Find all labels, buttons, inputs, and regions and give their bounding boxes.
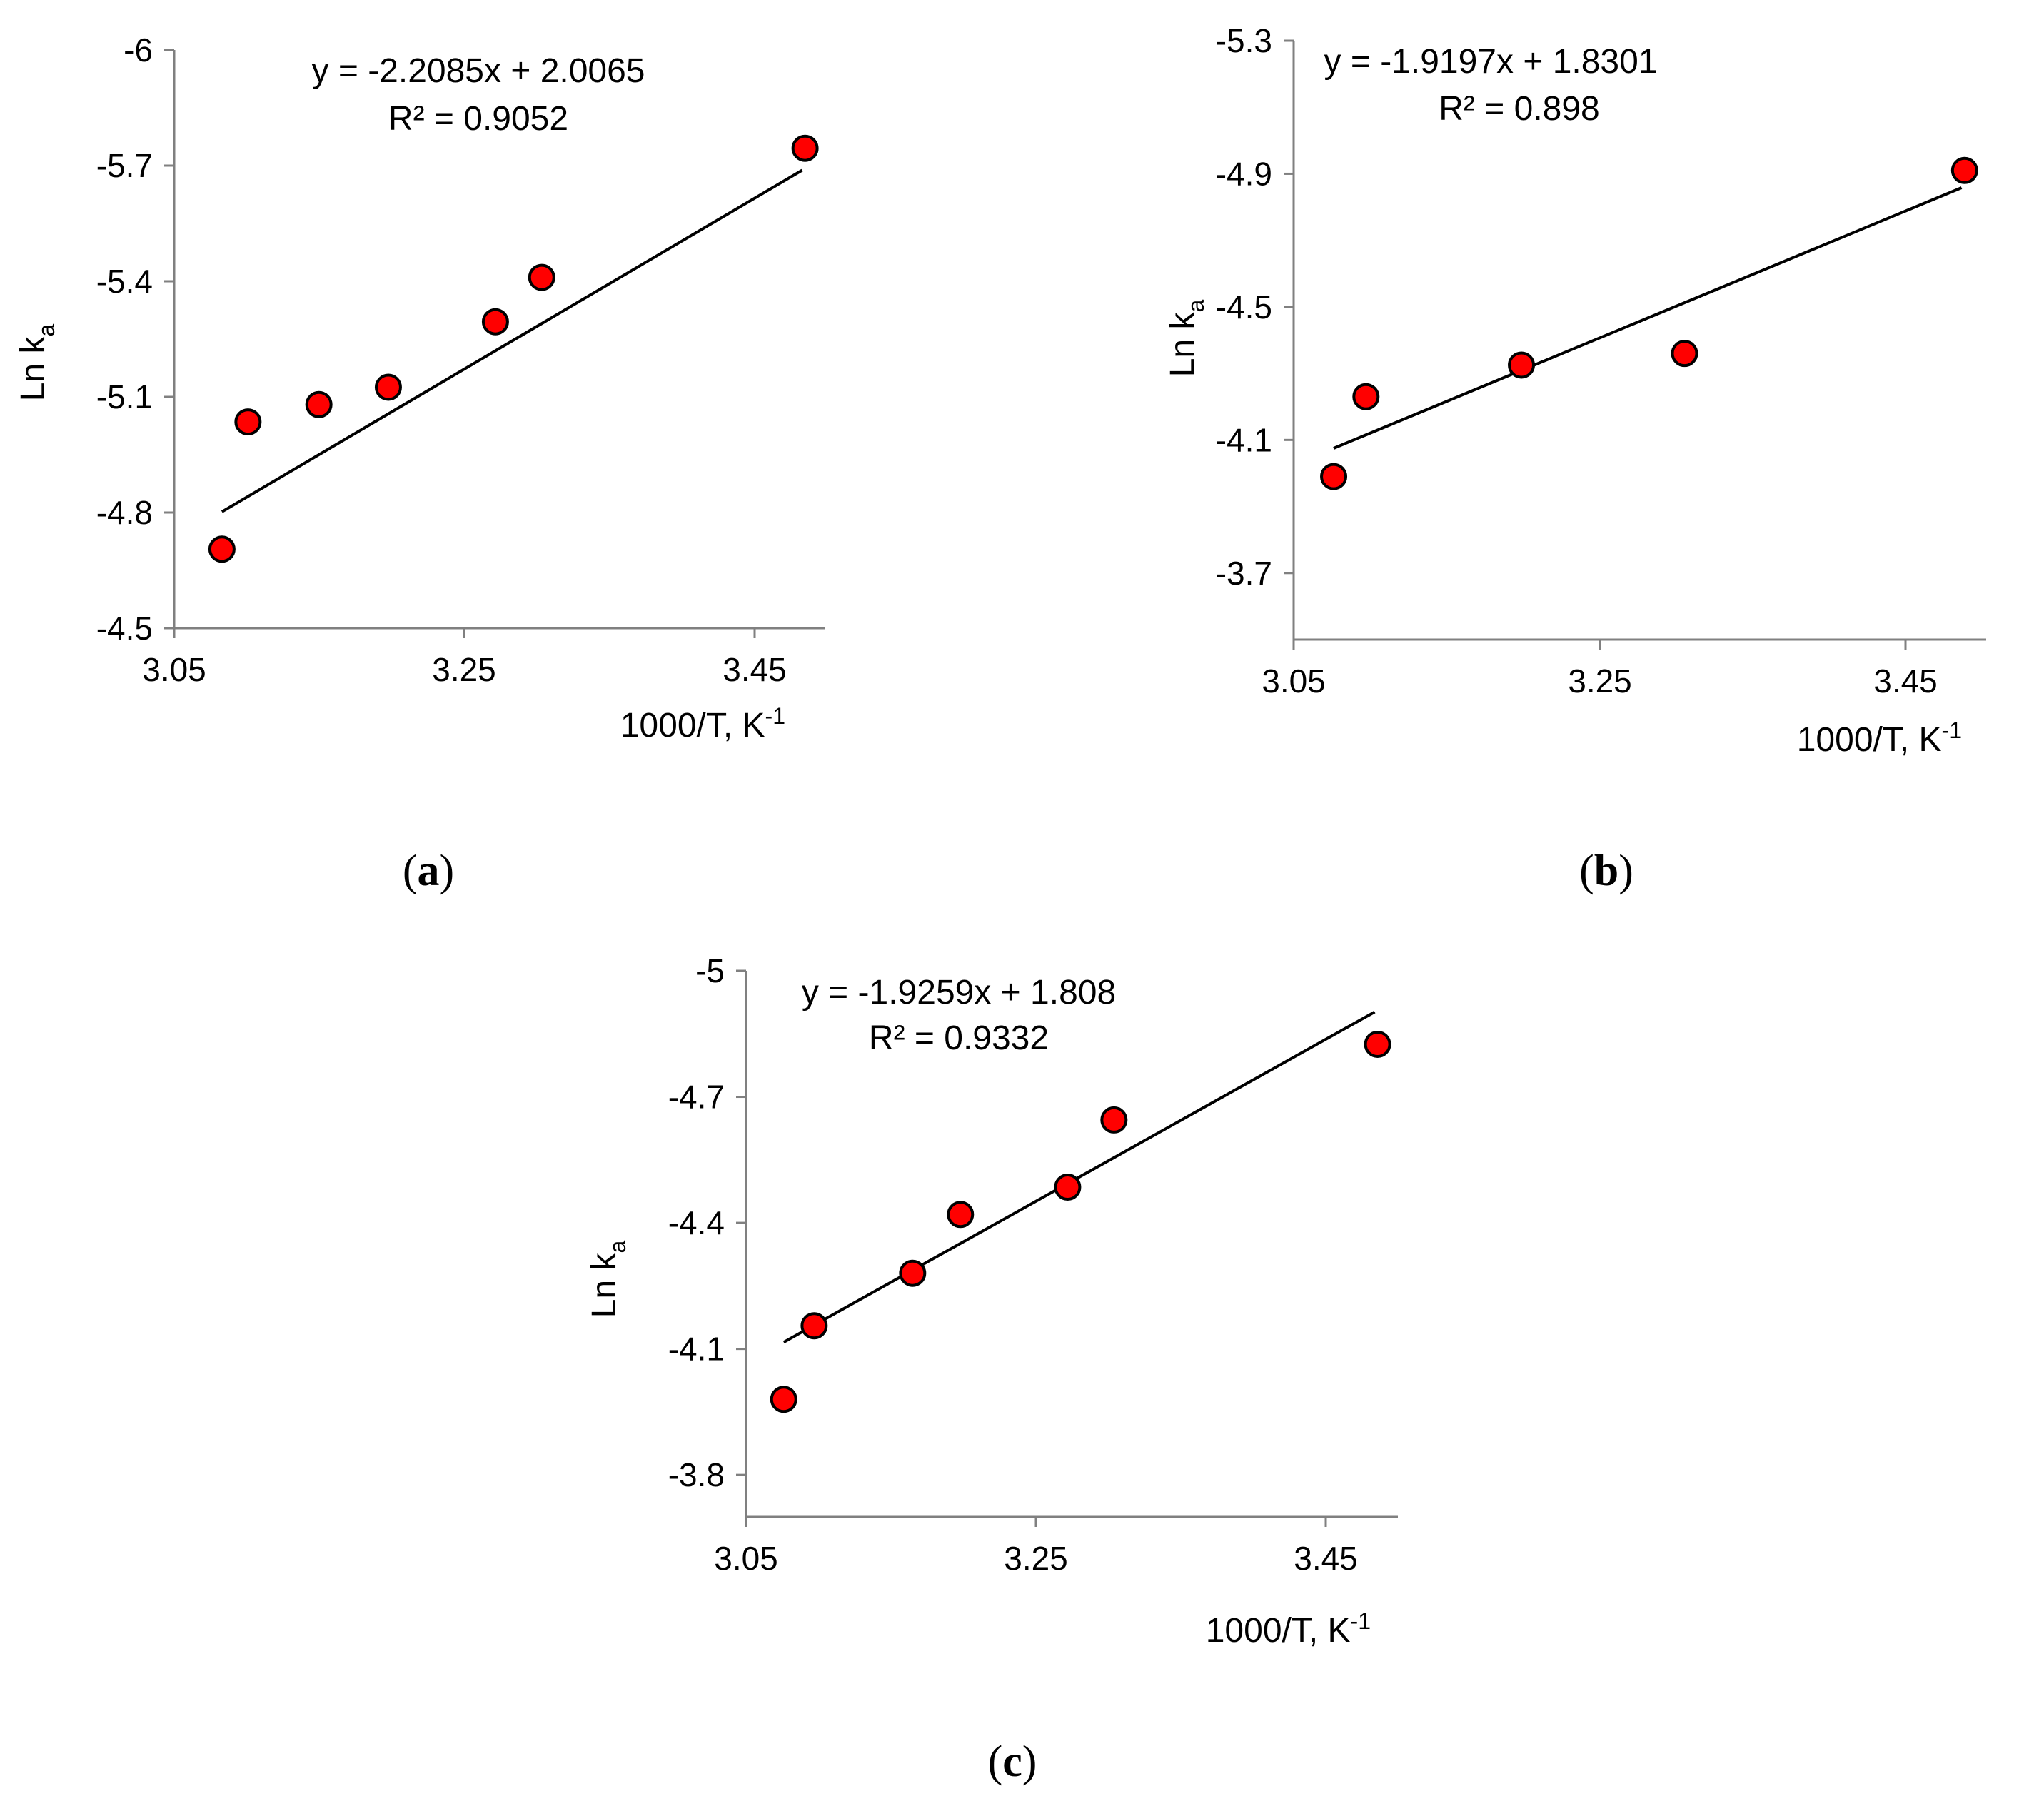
data-point xyxy=(1950,156,1978,184)
data-point xyxy=(1054,1174,1082,1201)
data-point xyxy=(374,373,402,401)
x-tick-label: 3.45 xyxy=(1873,662,1938,700)
data-point xyxy=(800,1312,828,1340)
panel-label: (b) xyxy=(1579,847,1633,895)
y-tick-label: -5.1 xyxy=(96,378,153,415)
y-tick-label: -6 xyxy=(124,31,153,69)
data-point xyxy=(899,1259,927,1287)
y-tick-label: -5 xyxy=(695,952,725,989)
panel-label: (a) xyxy=(403,847,454,895)
x-tick-label: 3.45 xyxy=(723,651,787,688)
chart-panel-a: -6 -5.7 -5.4 -5.1 -4.8 -4.5 3.05 3.25 3.45 y = -2… xyxy=(14,31,825,895)
r-squared-label: R² = 0.9052 xyxy=(388,100,568,138)
x-tick-label: 3.05 xyxy=(142,651,206,688)
data-point xyxy=(1364,1030,1391,1058)
data-point xyxy=(791,134,819,162)
y-tick-label: -4.5 xyxy=(1216,288,1272,326)
data-point xyxy=(1671,340,1698,368)
panel-label: (c) xyxy=(988,1737,1037,1786)
data-point xyxy=(1352,383,1380,410)
y-axis-label: Ln ka xyxy=(585,1241,630,1318)
chart-panel-c: -5 -4.7 -4.4 -4.1 -3.8 3.05 3.25 3.45 y = -1.925… xyxy=(585,952,1398,1786)
x-tick-label: 3.05 xyxy=(714,1540,778,1577)
x-tick-label: 3.05 xyxy=(1262,662,1326,700)
y-tick-label: -4.1 xyxy=(1216,421,1272,458)
trendline-equation: y = -1.9259x + 1.808 xyxy=(802,974,1116,1012)
x-axis-label: 1000/T, K-1 xyxy=(1206,1608,1371,1650)
data-point xyxy=(1100,1106,1128,1134)
y-tick-label: -5.7 xyxy=(96,147,153,184)
x-tick-label: 3.25 xyxy=(1568,662,1632,700)
y-tick-label: -4.8 xyxy=(96,494,153,531)
y-tick-label: -3.7 xyxy=(1216,555,1272,592)
data-point xyxy=(528,263,555,291)
trendline xyxy=(221,168,803,513)
chart-panel-b: -5.3 -4.9 -4.5 -4.1 -3.7 3.05 3.25 3.45 y = -1.9… xyxy=(1164,22,1986,895)
data-point xyxy=(305,390,333,418)
trendline xyxy=(1333,186,1963,450)
y-axis-label: Ln ka xyxy=(14,324,59,402)
x-tick-label: 3.25 xyxy=(1004,1540,1068,1577)
x-tick-label: 3.25 xyxy=(432,651,496,688)
y-tick-label: -5.4 xyxy=(96,263,153,300)
x-tick-label: 3.45 xyxy=(1294,1540,1358,1577)
y-tick-label: -4.7 xyxy=(668,1079,725,1116)
y-tick-label: -4.1 xyxy=(668,1331,725,1368)
y-tick-label: -4.9 xyxy=(1216,155,1272,192)
x-axis-label: 1000/T, K-1 xyxy=(1797,717,1962,759)
r-squared-label: R² = 0.9332 xyxy=(869,1019,1049,1057)
trendline-equation: y = -1.9197x + 1.8301 xyxy=(1324,43,1657,81)
data-point xyxy=(234,408,262,436)
data-point xyxy=(1508,351,1536,379)
y-tick-label: -3.8 xyxy=(668,1456,725,1493)
r-squared-label: R² = 0.898 xyxy=(1439,90,1599,128)
trendline xyxy=(782,1010,1376,1343)
y-tick-label: -4.5 xyxy=(96,610,153,647)
x-axis-label: 1000/T, K-1 xyxy=(620,703,785,745)
data-point xyxy=(947,1201,975,1229)
y-tick-label: -4.4 xyxy=(668,1204,725,1241)
data-point xyxy=(1320,463,1348,490)
data-point xyxy=(208,535,236,563)
y-tick-label: -5.3 xyxy=(1216,22,1272,59)
data-point xyxy=(770,1386,797,1413)
y-axis-label: Ln ka xyxy=(1164,300,1209,378)
data-point xyxy=(481,308,509,336)
trendline-equation: y = -2.2085x + 2.0065 xyxy=(311,52,645,90)
